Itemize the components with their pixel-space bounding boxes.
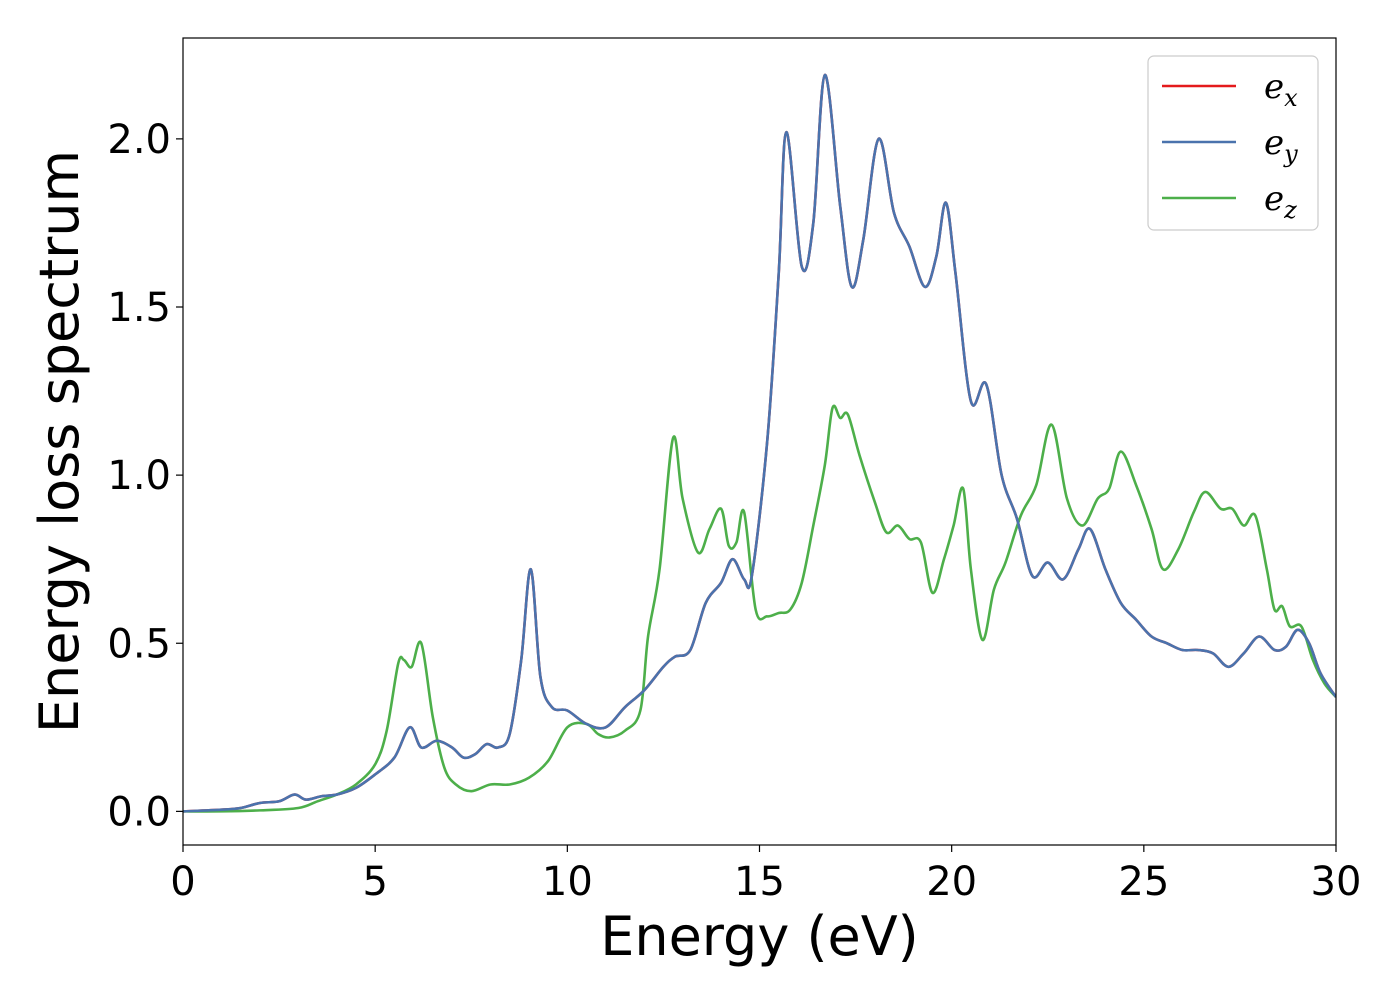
series-line-e-y bbox=[183, 73, 1336, 813]
y-axis-ticks: 0.0 0.5 1.0 1.5 2.0 bbox=[107, 117, 183, 835]
x-tick-label: 25 bbox=[1118, 859, 1169, 905]
y-axis-label: Energy loss spectrum bbox=[28, 150, 91, 733]
x-tick-label: 5 bbox=[362, 859, 387, 905]
y-tick-label: 0.0 bbox=[107, 789, 171, 835]
y-tick-label: 0.5 bbox=[107, 621, 171, 667]
x-tick-label: 20 bbox=[926, 859, 977, 905]
legend-label-e-x: ex bbox=[1264, 67, 1298, 112]
x-tick-label: 0 bbox=[170, 859, 195, 905]
y-tick-label: 2.0 bbox=[107, 117, 171, 163]
x-tick-label: 15 bbox=[734, 859, 785, 905]
legend-label-e-y: ey bbox=[1264, 123, 1298, 168]
y-tick-label: 1.0 bbox=[107, 453, 171, 499]
x-axis-ticks: 0 5 10 15 20 25 30 bbox=[170, 845, 1361, 905]
legend-label-e-z: ez bbox=[1264, 179, 1297, 224]
x-axis-label: Energy (eV) bbox=[600, 905, 919, 968]
y-tick-label: 1.5 bbox=[107, 285, 171, 331]
x-tick-label: 10 bbox=[542, 859, 593, 905]
x-tick-label: 30 bbox=[1311, 859, 1362, 905]
plot-lines bbox=[183, 73, 1336, 813]
legend: ex ey ez bbox=[1147, 55, 1319, 231]
series-line-e-z bbox=[183, 404, 1336, 813]
